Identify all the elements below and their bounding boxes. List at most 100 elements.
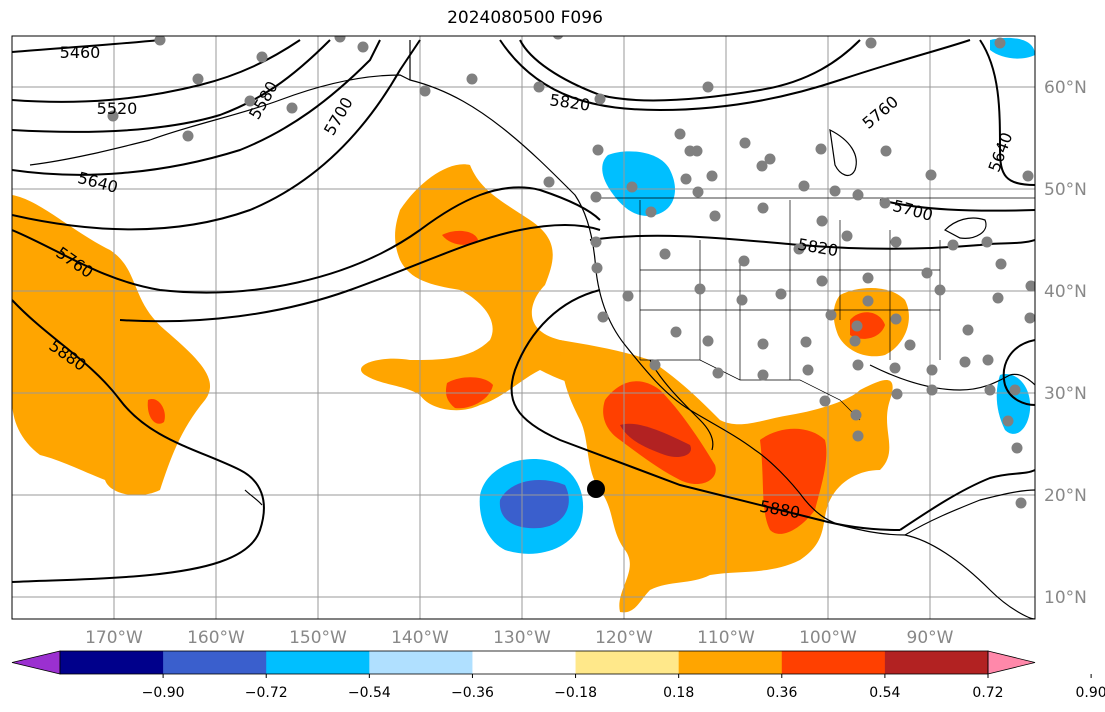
colorbar-tick-label: −0.54 xyxy=(348,685,391,701)
station-dot xyxy=(649,359,661,371)
station-dot xyxy=(921,267,933,279)
contour-5760-west xyxy=(12,186,601,294)
station-dot xyxy=(890,236,902,248)
negative-anomaly-core-pacific xyxy=(499,480,569,529)
positive-anomaly-max-mexico xyxy=(620,423,691,457)
latitude-label: 50°N xyxy=(1044,180,1087,200)
negative-anomaly-region-basin xyxy=(602,151,675,216)
station-dot xyxy=(904,339,916,351)
colorbar-segment xyxy=(884,651,989,674)
station-dot xyxy=(107,110,119,122)
station-dot xyxy=(981,236,993,248)
station-dot xyxy=(622,290,634,302)
station-dot xyxy=(775,288,787,300)
positive-anomaly-core-central xyxy=(442,230,478,245)
baja-peninsula xyxy=(649,359,714,451)
station-dot xyxy=(865,37,877,49)
contour-5820-loop xyxy=(519,39,861,102)
station-dot xyxy=(1025,280,1035,292)
station-dot xyxy=(982,354,994,366)
station-dot xyxy=(757,369,769,381)
contour-label: 5460 xyxy=(60,43,101,62)
station-dot xyxy=(757,338,769,350)
colorbar-tick-label: 0.90 xyxy=(1076,685,1105,701)
colorbar-segment xyxy=(60,651,164,674)
positive-anomaly-core-gulf xyxy=(850,312,885,339)
station-dot xyxy=(739,137,751,149)
colorbar-tick-label: −0.18 xyxy=(554,685,597,701)
station-dot xyxy=(419,85,431,97)
station-dot xyxy=(879,197,891,209)
colorbar-tick-label: −0.72 xyxy=(245,685,288,701)
colorbar-tick-label: −0.90 xyxy=(142,685,185,701)
contour-5820-east xyxy=(589,234,1035,250)
station-dot xyxy=(926,364,938,376)
station-dot xyxy=(680,173,692,185)
storm-center-marker xyxy=(587,480,605,498)
colorbar-extend-min xyxy=(11,650,61,675)
station-dot xyxy=(850,409,862,421)
hudson-bay xyxy=(829,128,857,177)
station-dot xyxy=(815,143,827,155)
station-dot xyxy=(947,239,959,251)
station-dot xyxy=(994,37,1006,49)
station-dot xyxy=(1002,415,1014,427)
gulf-of-mexico-coast xyxy=(869,364,1035,391)
station-dot xyxy=(706,170,718,182)
station-dot xyxy=(889,362,901,374)
latitude-label: 10°N xyxy=(1044,588,1087,608)
station-dot xyxy=(798,180,810,192)
station-dot xyxy=(851,320,863,332)
station-dot xyxy=(357,41,369,53)
positive-anomaly-core-sierra xyxy=(760,428,827,534)
station-dot xyxy=(1015,497,1027,509)
station-dot xyxy=(244,95,256,107)
station-dot xyxy=(597,311,609,323)
station-dot xyxy=(800,336,812,348)
coastlines xyxy=(29,40,1035,619)
aleutian-chain xyxy=(29,139,151,166)
latitude-label: 60°N xyxy=(1044,78,1087,98)
station-markers xyxy=(107,36,1035,509)
alaska-coast xyxy=(149,74,411,141)
station-dot xyxy=(934,284,946,296)
station-dot xyxy=(626,181,638,193)
colorbar-segment xyxy=(266,651,370,674)
latitude-labels: 60°N 50°N 40°N 30°N 20°N 10°N xyxy=(1044,78,1087,608)
contour-5880-east xyxy=(510,289,901,531)
station-dot xyxy=(891,388,903,400)
longitude-labels: 170°W 160°W 150°W 140°W 130°W 120°W 110°W 100°W… xyxy=(85,628,954,648)
longitude-label: 130°W xyxy=(493,628,551,648)
station-dot xyxy=(692,186,704,198)
station-dot xyxy=(590,236,602,248)
positive-anomaly-core-west xyxy=(147,399,165,424)
station-dot xyxy=(702,81,714,93)
contour-gulf-loop xyxy=(1002,339,1035,406)
contour-5820-west xyxy=(119,224,601,323)
station-dot xyxy=(709,210,721,222)
station-dot xyxy=(862,295,874,307)
colorbar-segment xyxy=(781,651,886,674)
colorbar: −0.90 −0.72 −0.54 −0.36 −0.18 0.18 0.36 0.54 0.7… xyxy=(11,650,1105,701)
station-dot xyxy=(764,153,776,165)
station-dot xyxy=(802,364,814,376)
station-dot xyxy=(819,395,831,407)
station-dot xyxy=(880,145,892,157)
longitude-label: 110°W xyxy=(697,628,755,648)
station-dot xyxy=(670,326,682,338)
longitude-label: 160°W xyxy=(187,628,245,648)
colorbar-tick-label: −0.36 xyxy=(451,685,494,701)
colorbar-segment xyxy=(369,651,473,674)
station-dot xyxy=(736,294,748,306)
us-mexico-border xyxy=(640,359,861,421)
map-title: 2024080500 F096 xyxy=(447,8,603,28)
station-dot xyxy=(154,36,166,46)
longitude-label: 120°W xyxy=(595,628,653,648)
station-dot xyxy=(959,356,971,368)
contour-5640-east xyxy=(979,39,1035,186)
lat-lon-grid xyxy=(12,36,1035,619)
station-dot xyxy=(925,169,937,181)
station-dot xyxy=(852,430,864,442)
contour-5700-east xyxy=(879,199,1035,212)
state-lines xyxy=(639,200,941,380)
